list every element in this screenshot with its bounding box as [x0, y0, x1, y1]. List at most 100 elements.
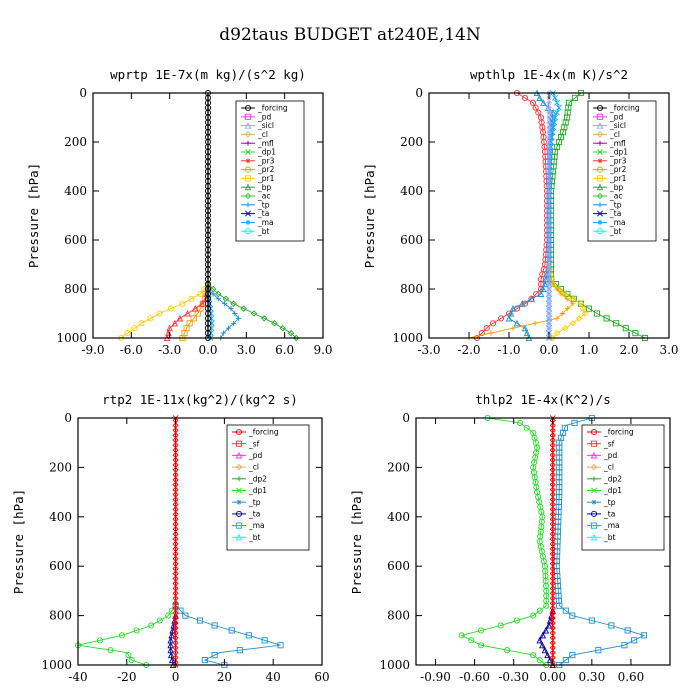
legend-label: _dp1 — [248, 486, 267, 495]
series-point — [595, 647, 602, 654]
legend-label: _sf — [248, 439, 260, 448]
series-point — [519, 300, 526, 307]
x-tick-label: -1.0 — [497, 343, 520, 357]
legend-marker — [245, 158, 251, 164]
legend-marker — [597, 219, 603, 225]
legend-label: _pr3 — [257, 156, 275, 165]
series-point — [190, 315, 197, 322]
y-tick-label: 800 — [387, 609, 410, 623]
series-point — [521, 94, 529, 101]
series-point — [546, 261, 552, 268]
series-forcing — [549, 415, 556, 668]
series-point — [546, 325, 552, 331]
legend-marker — [244, 113, 252, 120]
series-point — [549, 538, 556, 545]
series-point — [510, 325, 516, 331]
series-point — [575, 315, 583, 322]
legend-entry: _ma — [593, 218, 626, 227]
legend-entry: _bt — [232, 533, 261, 542]
legend-label: _tp — [248, 498, 261, 507]
series-point — [546, 178, 552, 184]
series-point — [277, 642, 284, 649]
series-point — [577, 300, 585, 307]
series-point — [549, 439, 556, 446]
series-point — [549, 459, 556, 466]
series-point — [168, 607, 175, 614]
x-tick-label: 6.0 — [275, 343, 294, 357]
legend-label: _ta — [248, 510, 260, 519]
series-point — [621, 642, 628, 649]
series-point — [540, 99, 547, 106]
legend-marker — [597, 158, 603, 164]
series-point — [147, 315, 154, 322]
series-point — [549, 533, 556, 540]
legend-entry: _ma — [587, 521, 620, 530]
y-tick-label: 1000 — [56, 331, 87, 345]
legend-label: _ma — [248, 521, 265, 530]
series-tp — [553, 414, 647, 669]
series-point — [622, 325, 629, 332]
y-tick-label: 600 — [49, 559, 72, 573]
legend-marker — [235, 440, 243, 447]
plot-frame — [77, 417, 323, 666]
legend-marker — [597, 140, 603, 146]
legend-entry: _ma — [241, 218, 274, 227]
legend-marker — [596, 228, 604, 235]
x-tick-label: -9.0 — [81, 343, 104, 357]
series-point — [532, 320, 538, 326]
series-point — [177, 607, 184, 614]
series-line — [476, 92, 548, 339]
series-point — [549, 334, 557, 342]
legend-label: _pd — [248, 451, 263, 460]
series-point — [230, 300, 237, 307]
series-point — [562, 657, 569, 664]
series-point — [579, 305, 587, 312]
series-point — [549, 578, 556, 584]
series-point — [172, 459, 179, 466]
legend-label: _sicl — [257, 121, 274, 130]
x-tick-label: 20 — [217, 670, 232, 684]
series-point — [549, 499, 556, 505]
legend-box — [226, 424, 310, 551]
series-point — [497, 315, 505, 322]
y-tick-label: 1000 — [379, 658, 410, 672]
legend-marker — [596, 175, 604, 182]
legend-marker — [596, 183, 604, 191]
x-tick-label: 3.0 — [659, 343, 678, 357]
legend-label: _forcing — [257, 104, 288, 113]
series-point — [236, 647, 243, 654]
panel-1: wprtp 1E-7x(m kg)/(s^2 kg) Pressure [hPa]… — [26, 67, 333, 357]
series-point — [549, 489, 556, 496]
series-point — [546, 252, 552, 258]
series-point — [172, 464, 179, 471]
x-tick-label: 3.0 — [237, 343, 256, 357]
series-point — [172, 597, 179, 604]
legend-label: _sf — [603, 439, 615, 448]
series-dp1 — [458, 414, 550, 669]
legend-label: _cl — [257, 130, 268, 139]
x-tick-label: 60 — [314, 670, 329, 684]
series-point — [172, 583, 179, 589]
series-point — [546, 271, 552, 277]
legend-marker — [590, 533, 598, 541]
legend-entry: _ta — [587, 510, 615, 519]
legend-entry: _pd — [593, 112, 624, 121]
series-point — [546, 217, 552, 223]
series-point — [581, 310, 589, 317]
series-point — [211, 652, 218, 659]
series-point — [546, 276, 552, 282]
series-point — [131, 325, 138, 332]
series-point — [172, 587, 179, 594]
series-point — [172, 513, 179, 520]
legend-label: _dp2 — [248, 474, 267, 483]
series-point — [532, 104, 539, 111]
series-point — [546, 139, 552, 145]
x-tick-label: -2.0 — [457, 343, 480, 357]
legend-entry: _pr3 — [241, 156, 275, 165]
series-point — [558, 291, 564, 297]
series-point — [544, 651, 551, 659]
series-point — [571, 419, 578, 426]
series-point — [271, 320, 278, 327]
y-tick-label: 600 — [400, 233, 423, 247]
legend-marker — [244, 183, 252, 191]
